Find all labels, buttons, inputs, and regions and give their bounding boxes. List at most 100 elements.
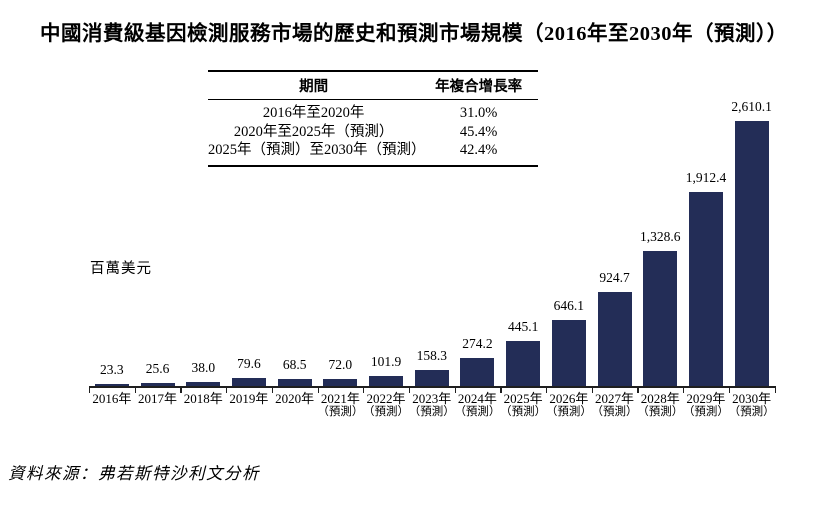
bar-value-label: 274.2 <box>462 336 493 352</box>
x-axis-line <box>89 386 776 388</box>
axis-tick <box>500 386 502 393</box>
x-axis-label: 2016年 <box>80 392 144 406</box>
x-axis-label: 2021年 （預測） <box>308 392 372 419</box>
axis-tick <box>89 386 91 393</box>
chart-bar <box>323 378 358 386</box>
chart-bar <box>551 320 586 386</box>
axis-tick <box>683 386 685 393</box>
bar-value-label: 158.3 <box>416 347 447 363</box>
x-axis-year: 2021年 <box>320 391 360 406</box>
cagr-table-body: 2016年至2020年 31.0% 2020年至2025年（預測） 45.4% 2025… <box>208 100 538 165</box>
axis-tick <box>637 386 639 393</box>
x-axis-forecast-note: （預測） <box>317 405 364 418</box>
axis-tick <box>134 386 136 393</box>
x-axis-year: 2026年 <box>549 391 589 406</box>
bar-value-label: 101.9 <box>370 353 402 369</box>
x-axis-forecast-note: （預測） <box>728 405 775 418</box>
cagr-value-cell: 31.0% <box>459 105 498 121</box>
x-axis-forecast-note: （預測） <box>682 405 729 418</box>
chart-bar <box>460 358 495 386</box>
x-axis-forecast-note: （預測） <box>545 405 592 418</box>
chart-title: 中國消費級基因檢測服務市場的歷史和預測市場規模（2016年至2030年（預測）） <box>40 23 788 45</box>
x-axis-year: 2024年 <box>457 391 497 406</box>
x-axis-year: 2025年 <box>503 391 543 406</box>
bar-value-label: 2,610.1 <box>731 99 772 114</box>
x-axis-forecast-note: （預測） <box>637 405 684 418</box>
cagr-table-header-row: 期間 年複合增長率 <box>208 72 538 100</box>
chart-bar <box>140 383 175 386</box>
axis-tick <box>363 386 365 393</box>
bar-value-label: 1,328.6 <box>640 229 681 245</box>
axis-tick <box>317 386 319 393</box>
x-axis-label: 2030年 （預測） <box>720 392 784 419</box>
cagr-period-cell: 2016年至2020年 <box>262 105 365 121</box>
axis-tick <box>454 386 456 393</box>
bar-value-label: 38.0 <box>191 360 216 376</box>
bar-value-label: 445.1 <box>507 318 539 334</box>
chart-bar <box>688 191 723 386</box>
y-axis-unit-label: 百萬美元 <box>90 261 152 277</box>
x-axis-year: 2020年 <box>275 391 315 406</box>
cagr-table-header-cagr: 年複合增長率 <box>435 79 523 95</box>
x-axis-forecast-note: （預測） <box>500 405 547 418</box>
x-axis-label: 2020年 <box>263 392 327 406</box>
x-axis-label: 2027年 （預測） <box>583 392 647 419</box>
x-axis-year: 2016年 <box>92 391 132 406</box>
chart-bar <box>643 251 678 386</box>
axis-tick <box>180 386 182 393</box>
cagr-table: 期間 年複合增長率 2016年至2020年 31.0% 2020年至2025年（預測… <box>208 70 538 167</box>
bar-value-label: 646.1 <box>553 298 585 314</box>
bar-value-label: 72.0 <box>328 356 353 372</box>
axis-tick <box>271 386 274 393</box>
bar-value-label: 1,912.4 <box>685 169 727 185</box>
cagr-table-header-period: 期間 <box>299 79 329 95</box>
chart-bar <box>94 383 129 386</box>
cagr-table-row: 2016年至2020年 31.0% <box>208 104 538 123</box>
x-axis-year: 2028年 <box>640 391 680 406</box>
x-axis-year: 2017年 <box>138 391 178 406</box>
x-axis-label: 2019年 <box>217 392 281 406</box>
bar-value-label: 25.6 <box>145 361 170 377</box>
bar-value-label: 924.7 <box>599 270 630 286</box>
x-axis-label: 2022年 （預測） <box>354 392 418 419</box>
axis-tick <box>774 386 776 393</box>
chart-bar <box>597 292 632 386</box>
x-axis-year: 2019年 <box>229 391 269 406</box>
cagr-period-cell: 2020年至2025年（預測） <box>233 123 394 140</box>
axis-tick <box>591 386 593 393</box>
x-axis-label: 2029年 （預測） <box>674 392 738 419</box>
x-axis-label: 2017年 <box>126 392 190 406</box>
source-note: 資料來源：弗若斯特沙利文分析 <box>8 464 260 483</box>
x-axis-year: 2022年 <box>366 391 406 406</box>
x-axis-label: 2023年 （預測） <box>400 392 464 419</box>
chart-bar <box>369 375 404 386</box>
cagr-value-cell: 42.4% <box>459 142 498 158</box>
x-axis-year: 2029年 <box>686 391 726 406</box>
x-axis-label: 2026年 （預測） <box>537 392 601 419</box>
x-axis-label: 2025年 （預測） <box>491 392 555 419</box>
chart-bar <box>231 377 266 386</box>
x-axis-label: 2024年 （預測） <box>445 392 509 419</box>
cagr-table-row: 2025年（預測）至2030年（預測） 42.4% <box>208 141 538 160</box>
axis-tick <box>408 386 411 393</box>
cagr-table-row: 2020年至2025年（預測） 45.4% <box>208 123 538 142</box>
axis-tick <box>728 386 731 393</box>
bar-value-label: 23.3 <box>100 361 124 377</box>
x-axis-forecast-note: （預測） <box>454 405 501 418</box>
chart-bar <box>277 379 312 386</box>
chart-bar <box>414 369 449 386</box>
x-axis-label: 2028年 （預測） <box>628 392 692 419</box>
x-axis-forecast-note: （預測） <box>408 405 455 418</box>
x-axis-year: 2030年 <box>732 391 772 406</box>
axis-tick <box>226 386 228 393</box>
chart-bar <box>186 382 221 386</box>
chart-bar <box>734 121 769 386</box>
x-axis-year: 2023年 <box>412 391 452 406</box>
cagr-value-cell: 45.4% <box>459 123 498 140</box>
x-axis-year: 2027年 <box>595 391 635 406</box>
chart-bar <box>506 340 541 386</box>
bar-value-label: 68.5 <box>282 357 307 373</box>
x-axis-forecast-note: （預測） <box>591 405 638 418</box>
bar-value-label: 79.6 <box>237 355 261 371</box>
